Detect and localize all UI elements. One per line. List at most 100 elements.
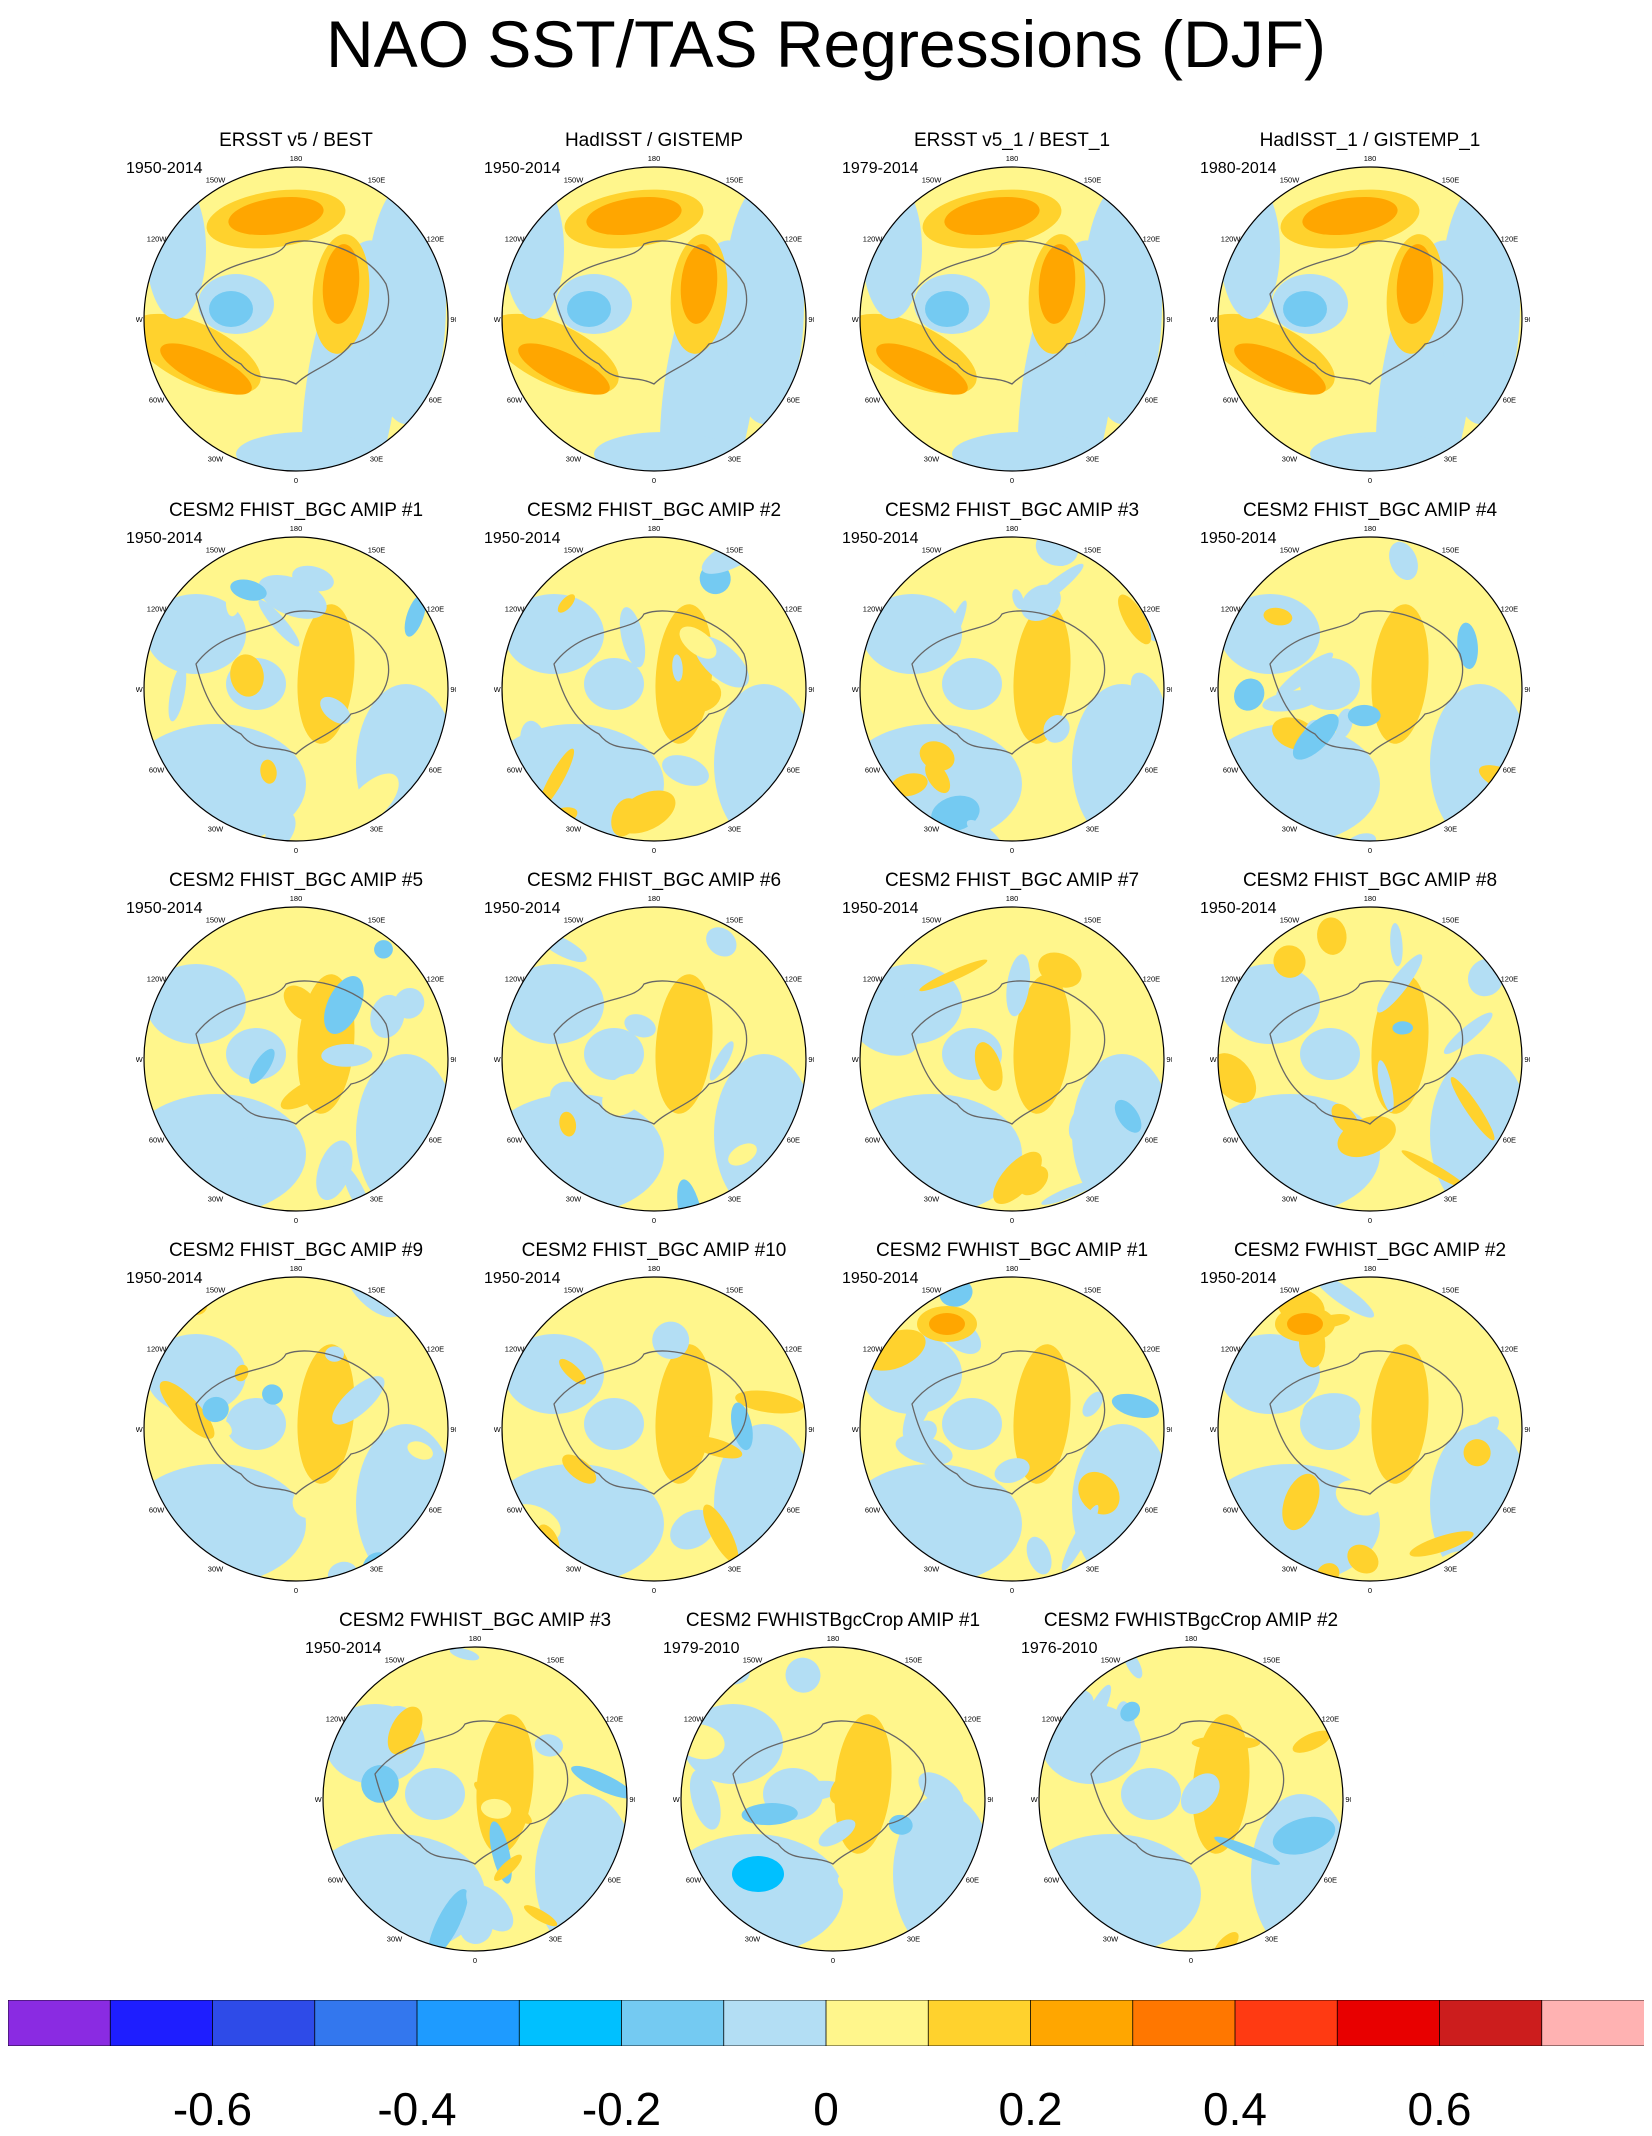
longitude-label: 30W	[924, 1194, 940, 1203]
panel-title: CESM2 FHIST_BGC AMIP #6	[526, 870, 782, 891]
longitude-label: 90E	[808, 1055, 814, 1064]
anomaly-field	[1218, 537, 1522, 841]
longitude-label: 150W	[922, 1286, 943, 1295]
longitude-label: 150W	[1280, 176, 1301, 185]
longitude-label: 150E	[1442, 176, 1460, 185]
longitude-label: 30E	[370, 824, 383, 833]
longitude-label: 90W	[1031, 1795, 1039, 1804]
longitude-label: 60W	[865, 1136, 881, 1145]
longitude-label: 120E	[785, 605, 803, 614]
arctic-coastline	[911, 1350, 1106, 1495]
anomaly-field	[144, 167, 448, 471]
longitude-label: 180	[1364, 1264, 1377, 1273]
colorbar-segment	[723, 2000, 827, 2046]
anomaly-field	[860, 1277, 1164, 1581]
longitude-label: 90E	[450, 685, 456, 694]
arctic-coastline	[553, 1350, 748, 1495]
longitude-label: 60E	[1503, 396, 1516, 405]
longitude-label: 120W	[147, 235, 168, 244]
colorbar-tick-label: 0.2	[998, 2083, 1063, 2135]
longitude-label: 30E	[1086, 1564, 1099, 1573]
longitude-label: 30E	[728, 1194, 741, 1203]
longitude-label: 120W	[863, 605, 884, 614]
panel-title: CESM2 FWHIST_BGC AMIP #2	[1233, 1240, 1507, 1261]
map-border	[501, 906, 807, 1212]
panel-title: CESM2 FHIST_BGC AMIP #2	[526, 500, 782, 521]
longitude-label: 60W	[1044, 1876, 1060, 1885]
polar-map: 180 150E 120E 90E 60E 30E 0 30W 60W 90W 120W 150W	[494, 1264, 814, 1594]
colorbar-segment	[212, 2000, 316, 2046]
longitude-label: 90W	[852, 685, 860, 694]
anomaly-field	[144, 907, 448, 1211]
colorbar-segment	[621, 2000, 725, 2046]
longitude-label: 0	[473, 1956, 477, 1964]
colorbar-tick-label: 0.4	[1203, 2083, 1267, 2135]
longitude-label: 120E	[1143, 235, 1161, 244]
longitude-label: 30W	[1282, 824, 1298, 833]
longitude-label: 120E	[427, 1345, 445, 1354]
longitude-label: 150E	[1084, 176, 1102, 185]
anomaly-field	[502, 537, 806, 841]
longitude-label: 120E	[606, 1715, 624, 1724]
longitude-label: 90E	[450, 1055, 456, 1064]
map-border	[322, 1646, 628, 1952]
map-panel: CESM2 FWHIST_BGC AMIP #2 180 150E 120E 90E 60…	[1200, 1240, 1540, 1594]
panel-years: 1950-2014	[126, 900, 203, 917]
longitude-label: 150E	[905, 1656, 923, 1665]
panel-title: CESM2 FHIST_BGC AMIP #5	[168, 870, 424, 891]
longitude-label: 60W	[865, 396, 881, 405]
longitude-label: 60W	[686, 1876, 702, 1885]
longitude-label: 30W	[387, 1934, 403, 1943]
colorbar-segment	[1030, 2000, 1134, 2046]
longitude-label: 60W	[507, 1136, 523, 1145]
longitude-label: 30W	[566, 1194, 582, 1203]
anomaly-field	[1218, 167, 1522, 471]
arctic-coastline	[1269, 1350, 1464, 1495]
anomaly-field	[502, 907, 806, 1211]
longitude-label: 90W	[852, 315, 860, 324]
longitude-label: 150W	[385, 1656, 406, 1665]
panel-years: 1950-2014	[1200, 1270, 1277, 1287]
longitude-label: 30E	[1444, 824, 1457, 833]
arctic-coastline	[195, 1350, 390, 1495]
longitude-label: 150E	[368, 176, 386, 185]
longitude-label: 150W	[1280, 546, 1301, 555]
longitude-label: 120W	[863, 975, 884, 984]
map-panel: CESM2 FHIST_BGC AMIP #5 180 150E 120E 90E 60E…	[126, 870, 466, 1224]
longitude-label: 0	[1368, 476, 1372, 484]
map-border	[143, 1276, 449, 1582]
longitude-label: 90W	[852, 1055, 860, 1064]
longitude-label: 150W	[206, 546, 227, 555]
map-panel: CESM2 FHIST_BGC AMIP #1 180 150E 120E 90E 60E…	[126, 500, 466, 854]
longitude-label: 60W	[149, 1136, 165, 1145]
map-panel: HadISST / GISTEMP 180 150E 120E 90E 60E 30E 0 30…	[484, 130, 824, 484]
longitude-label: 150W	[1101, 1656, 1122, 1665]
longitude-label: 120W	[505, 605, 526, 614]
longitude-label: 90W	[494, 1425, 502, 1434]
longitude-label: 30E	[728, 454, 741, 463]
longitude-label: 120W	[326, 1715, 347, 1724]
longitude-label: 30W	[208, 1564, 224, 1573]
longitude-label: 60W	[1223, 1506, 1239, 1515]
longitude-label: 180	[1006, 894, 1019, 903]
longitude-label: 0	[831, 1956, 835, 1964]
longitude-label: 120W	[147, 605, 168, 614]
longitude-label: 30W	[924, 1564, 940, 1573]
colorbar-tick-label: 0	[813, 2083, 839, 2135]
longitude-label: 90W	[494, 685, 502, 694]
longitude-label: 0	[1010, 1216, 1014, 1224]
longitude-label: 30E	[1086, 824, 1099, 833]
longitude-label: 60W	[507, 766, 523, 775]
longitude-label: 90E	[1166, 1425, 1172, 1434]
panel-title: ERSST v5_1 / BEST_1	[913, 130, 1111, 151]
longitude-label: 180	[1185, 1634, 1198, 1643]
panel-title: CESM2 FHIST_BGC AMIP #3	[884, 500, 1140, 521]
longitude-label: 180	[1006, 154, 1019, 163]
longitude-label: 30W	[208, 1194, 224, 1203]
map-border	[859, 166, 1165, 472]
longitude-label: 60E	[608, 1876, 621, 1885]
panel-years: 1979-2010	[663, 1640, 740, 1657]
longitude-label: 150E	[726, 1286, 744, 1295]
longitude-label: 180	[1006, 1264, 1019, 1273]
arctic-coastline	[911, 980, 1106, 1125]
